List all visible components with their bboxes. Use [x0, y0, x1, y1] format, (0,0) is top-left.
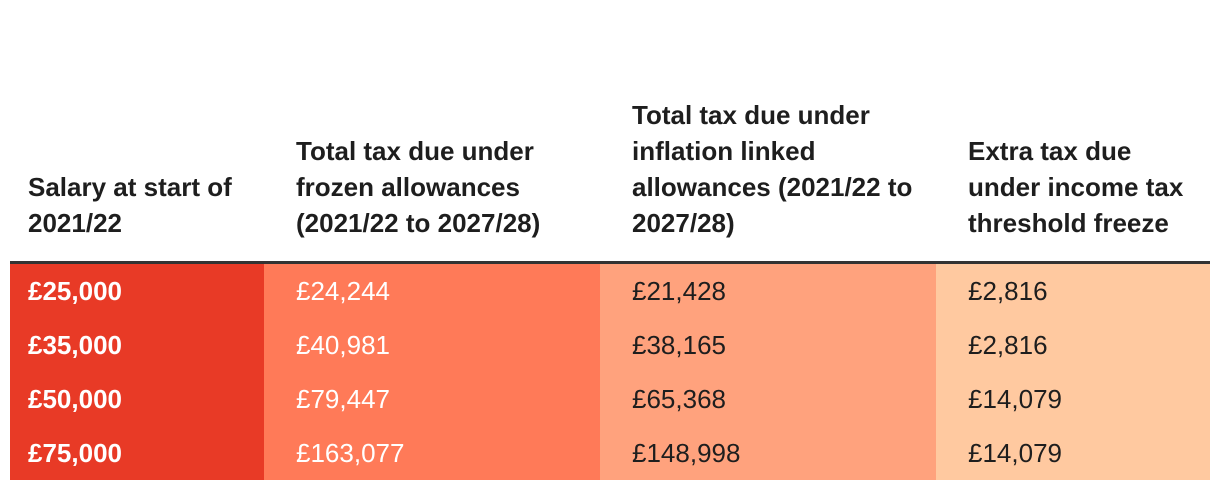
salary-cell: £50,000 [10, 372, 264, 426]
inflation-tax-cell: £38,165 [600, 318, 936, 372]
table-row: £35,000 £40,981 £38,165 £2,816 [10, 318, 1210, 372]
inflation-tax-cell: £21,428 [600, 262, 936, 318]
tax-table-container: Salary at start of 2021/22 Total tax due… [10, 0, 1210, 480]
inflation-tax-cell: £65,368 [600, 372, 936, 426]
salary-cell: £25,000 [10, 262, 264, 318]
column-header-salary: Salary at start of 2021/22 [10, 0, 264, 264]
frozen-tax-cell: £79,447 [264, 372, 600, 426]
frozen-tax-cell: £40,981 [264, 318, 600, 372]
extra-tax-cell: £2,816 [936, 262, 1210, 318]
table-header-row: Salary at start of 2021/22 Total tax due… [10, 0, 1210, 264]
extra-tax-cell: £14,079 [936, 372, 1210, 426]
tax-comparison-table: Salary at start of 2021/22 Total tax due… [10, 0, 1210, 480]
salary-cell: £75,000 [10, 426, 264, 480]
table-row: £50,000 £79,447 £65,368 £14,079 [10, 372, 1210, 426]
column-header-extra-tax: Extra tax due under income tax threshold… [936, 0, 1210, 264]
table-row: £25,000 £24,244 £21,428 £2,816 [10, 262, 1210, 318]
frozen-tax-cell: £24,244 [264, 262, 600, 318]
extra-tax-cell: £14,079 [936, 426, 1210, 480]
column-header-frozen-allowances: Total tax due under frozen allowances (2… [264, 0, 600, 264]
column-header-inflation-linked-allowances: Total tax due under inflation linked all… [600, 0, 936, 264]
table-row: £75,000 £163,077 £148,998 £14,079 [10, 426, 1210, 480]
frozen-tax-cell: £163,077 [264, 426, 600, 480]
inflation-tax-cell: £148,998 [600, 426, 936, 480]
extra-tax-cell: £2,816 [936, 318, 1210, 372]
salary-cell: £35,000 [10, 318, 264, 372]
